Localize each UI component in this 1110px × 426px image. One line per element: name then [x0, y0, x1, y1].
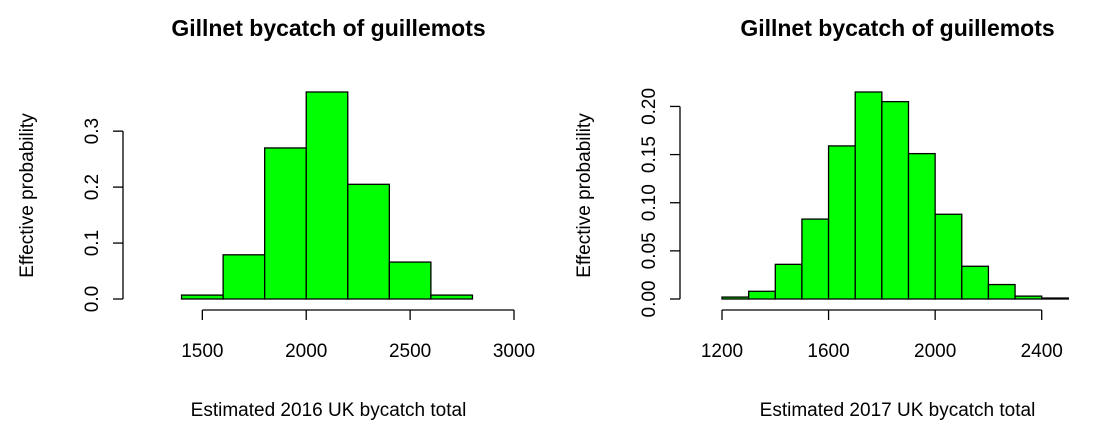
bar: [1041, 297, 1070, 300]
y-tick-label: 0.2: [82, 174, 103, 200]
bar: [827, 145, 856, 300]
y-tick-label: 0.0: [82, 286, 103, 312]
x-tick-label: 2400: [1021, 341, 1063, 362]
chart-title: Gillnet bycatch of guillemots: [740, 15, 1054, 41]
bar: [1014, 295, 1043, 300]
x-tick-label: 2000: [285, 341, 327, 362]
x-tick-label: 1600: [807, 341, 849, 362]
chart-title: Gillnet bycatch of guillemots: [171, 15, 485, 41]
x-tick-label: 3000: [493, 341, 535, 362]
x-tick-label: 1500: [181, 341, 223, 362]
y-tick-label: 0.1: [82, 230, 103, 256]
y-axis-label: Effective probability: [17, 113, 38, 278]
bar: [934, 213, 963, 300]
bar: [774, 263, 803, 300]
y-tick-label: 0.05: [639, 232, 660, 269]
x-tick-label: 2500: [389, 341, 431, 362]
y-tick-label: 0.10: [639, 184, 660, 221]
bar: [305, 91, 349, 300]
bar: [721, 296, 750, 300]
y-axis-label: Effective probability: [574, 113, 595, 278]
bar: [854, 91, 883, 300]
y-tick-label: 0.00: [639, 281, 660, 318]
bar: [430, 294, 474, 300]
x-tick-label: 1200: [701, 341, 743, 362]
bar: [987, 283, 1016, 300]
x-axis-label: Estimated 2017 UK bycatch total: [760, 400, 1036, 421]
bar: [881, 100, 910, 300]
bar: [222, 254, 266, 300]
bar: [961, 265, 990, 300]
bar: [801, 218, 830, 300]
bar: [264, 147, 307, 300]
y-tick-label: 0.15: [639, 136, 660, 173]
bar: [347, 183, 390, 300]
bar: [180, 294, 224, 300]
bar: [747, 290, 776, 300]
x-tick-label: 2000: [914, 341, 956, 362]
bar: [388, 261, 432, 300]
y-tick-label: 0.3: [82, 118, 103, 144]
bar: [907, 152, 936, 300]
y-tick-label: 0.20: [639, 88, 660, 125]
x-axis-label: Estimated 2016 UK bycatch total: [191, 400, 467, 421]
